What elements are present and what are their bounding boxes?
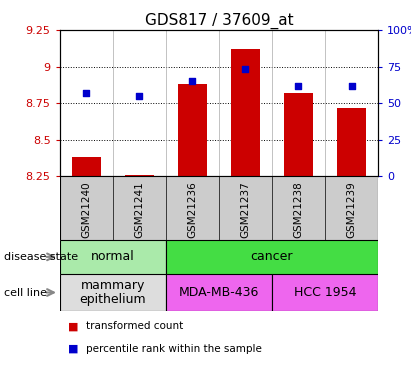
Bar [166, 240, 378, 274]
Bar [72, 157, 101, 176]
Text: ■: ■ [68, 344, 79, 354]
Title: GDS817 / 37609_at: GDS817 / 37609_at [145, 12, 293, 28]
Point [83, 90, 90, 96]
Bar [166, 274, 272, 311]
Text: percentile rank within the sample: percentile rank within the sample [86, 344, 262, 354]
Point [189, 78, 196, 84]
Text: GSM21237: GSM21237 [240, 182, 250, 238]
Point [295, 82, 302, 88]
Bar [231, 49, 260, 176]
Text: mammary
epithelium: mammary epithelium [79, 279, 146, 306]
Bar [272, 274, 378, 311]
Point [348, 82, 355, 88]
Text: disease state: disease state [4, 252, 78, 262]
Text: GSM21238: GSM21238 [293, 182, 303, 238]
Text: transformed count: transformed count [86, 321, 184, 331]
Bar [60, 274, 166, 311]
Text: MDA-MB-436: MDA-MB-436 [179, 286, 259, 299]
Bar [284, 93, 313, 176]
Bar [60, 240, 166, 274]
Text: GSM21241: GSM21241 [134, 182, 144, 238]
Text: cancer: cancer [251, 251, 293, 263]
Text: GSM21239: GSM21239 [346, 182, 357, 238]
Text: cell line: cell line [4, 288, 47, 297]
Point [136, 93, 143, 99]
Text: normal: normal [91, 251, 134, 263]
Bar [178, 84, 207, 176]
Text: GSM21240: GSM21240 [81, 182, 91, 238]
Text: GSM21236: GSM21236 [187, 182, 197, 238]
Bar [60, 176, 378, 240]
Point [242, 66, 249, 72]
Bar [125, 175, 154, 176]
Text: ■: ■ [68, 321, 79, 331]
Bar [337, 108, 366, 176]
Text: HCC 1954: HCC 1954 [294, 286, 356, 299]
